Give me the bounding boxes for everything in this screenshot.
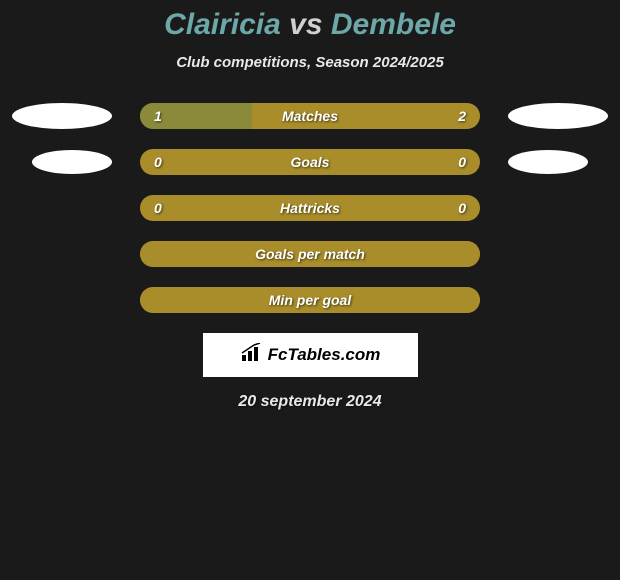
player-oval-left xyxy=(32,150,112,174)
logo-box[interactable]: FcTables.com xyxy=(203,333,418,377)
stat-value-right: 0 xyxy=(458,154,466,170)
footer-date: 20 september 2024 xyxy=(0,393,620,411)
title-player1: Clairicia xyxy=(164,8,281,41)
stat-value-left: 0 xyxy=(154,200,162,216)
stats-container: Clairicia vs Dembele Club competitions, … xyxy=(0,0,620,411)
stat-row: 0 Goals 0 xyxy=(0,149,620,175)
player-oval-right xyxy=(508,150,588,174)
stat-row: Min per goal xyxy=(0,287,620,313)
chart-icon xyxy=(240,343,264,368)
stat-row: 0 Hattricks 0 xyxy=(0,195,620,221)
subtitle: Club competitions, Season 2024/2025 xyxy=(0,54,620,71)
title-player2: Dembele xyxy=(331,8,456,41)
stat-label: Matches xyxy=(282,108,338,124)
stat-bar: Min per goal xyxy=(140,287,480,313)
stat-row: 1 Matches 2 xyxy=(0,103,620,129)
stat-row: Goals per match xyxy=(0,241,620,267)
player-oval-right xyxy=(508,103,608,129)
stat-label: Goals xyxy=(291,154,330,170)
logo-inner: FcTables.com xyxy=(240,343,381,368)
title-vs: vs xyxy=(289,8,322,41)
stat-value-left: 1 xyxy=(154,108,162,124)
stat-label: Goals per match xyxy=(255,246,365,262)
stats-rows: 1 Matches 2 0 Goals 0 0 Hattricks 0 Goals per mat… xyxy=(0,103,620,313)
stat-value-right: 2 xyxy=(458,108,466,124)
stat-value-right: 0 xyxy=(458,200,466,216)
stat-value-left: 0 xyxy=(154,154,162,170)
stat-bar: 1 Matches 2 xyxy=(140,103,480,129)
stat-bar: Goals per match xyxy=(140,241,480,267)
stat-label: Hattricks xyxy=(280,200,340,216)
stat-bar: 0 Hattricks 0 xyxy=(140,195,480,221)
page-title: Clairicia vs Dembele xyxy=(0,8,620,42)
stat-bar: 0 Goals 0 xyxy=(140,149,480,175)
logo-text: FcTables.com xyxy=(268,345,381,365)
player-oval-left xyxy=(12,103,112,129)
stat-label: Min per goal xyxy=(269,292,351,308)
